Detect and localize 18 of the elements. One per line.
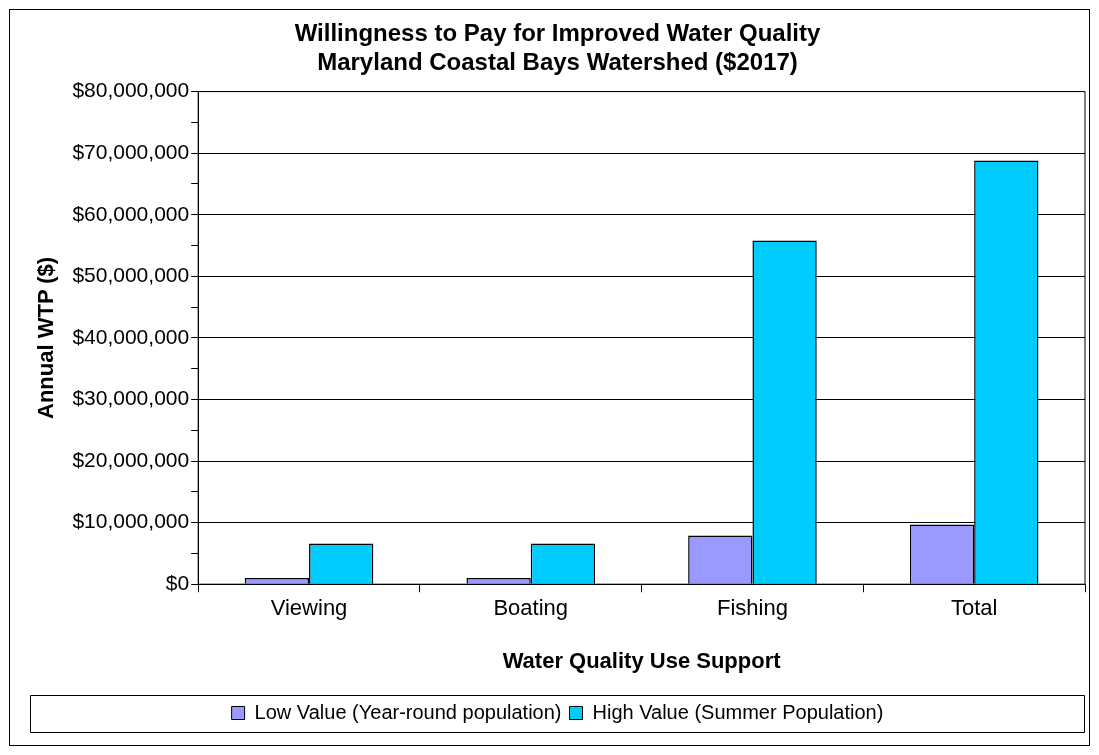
x-tick-label: Total	[950, 595, 998, 621]
legend-label: Low Value (Year-round population)	[254, 700, 562, 723]
y-tick-label: $80,000,000	[72, 78, 190, 102]
y-tick-label: $20,000,000	[72, 447, 190, 471]
legend-label: High Value (Summer Population)	[592, 700, 884, 723]
x-axis-title: Water Quality Use Support	[502, 647, 782, 673]
x-tick-label: Fishing	[716, 595, 788, 621]
chart-title: Willingness to Pay for Improved Water Quality Maryland Coastal Bays Watershed ($2017)	[294, 19, 821, 75]
y-tick-label: $50,000,000	[72, 263, 190, 287]
y-tick-label: $10,000,000	[72, 509, 190, 533]
y-tick-label: $30,000,000	[72, 386, 190, 410]
y-tick-label: $70,000,000	[72, 139, 190, 163]
y-axis-title: Annual WTP ($)	[33, 256, 59, 419]
y-tick-label: $0	[165, 571, 190, 594]
x-tick-label: Boating	[493, 595, 569, 621]
x-tick-label: Viewing	[270, 595, 348, 621]
y-tick-label: $40,000,000	[72, 324, 190, 348]
y-tick-label: $60,000,000	[72, 201, 190, 225]
